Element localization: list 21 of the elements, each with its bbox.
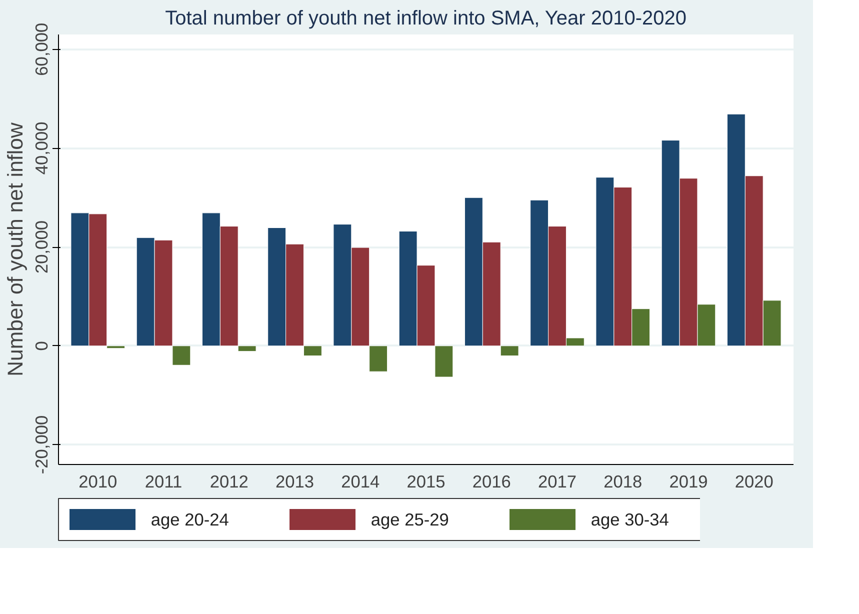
- x-tick-label: 2012: [210, 472, 248, 492]
- y-tick-label: 20,000: [32, 220, 52, 274]
- y-tick-label: 40,000: [32, 122, 52, 175]
- x-tick-label: 2011: [144, 472, 182, 492]
- x-tick-label: 2014: [341, 472, 380, 492]
- chart-title: Total number of youth net inflow into SMA, Year 2010-2020: [165, 8, 687, 30]
- x-tick-label: 2017: [538, 472, 577, 492]
- x-tick-label: 2019: [669, 472, 708, 492]
- x-tick-label: 2010: [78, 472, 118, 492]
- x-tick-label: 2016: [472, 472, 511, 492]
- y-tick-label: 60,000: [32, 22, 52, 76]
- y-axis-title: Number of youth net inflow: [4, 122, 28, 376]
- legend-label: age 25-29: [370, 510, 449, 530]
- legend-label: age 20-24: [150, 510, 230, 530]
- x-tick-label: 2013: [275, 472, 314, 492]
- x-tick-label: 2018: [604, 472, 642, 492]
- x-tick-label: 2015: [406, 472, 446, 492]
- x-tick-label: 2020: [734, 472, 774, 492]
- y-tick-label: 0: [32, 341, 52, 351]
- y-tick-label: -20,000: [32, 415, 52, 474]
- legend-label: age 30-34: [590, 510, 670, 530]
